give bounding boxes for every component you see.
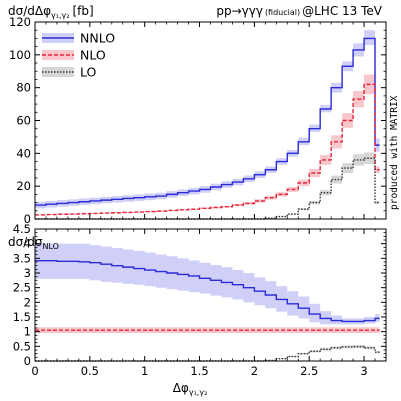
process-label-sub: (fiducial): [265, 8, 300, 17]
process-label: pp→γγγ (fiducial) @LHC 13 TeV: [216, 4, 382, 18]
bottom-xtick-label-3: 1.5: [190, 364, 208, 378]
bottom-xtick-label-4: 2: [251, 364, 258, 378]
top-band-lo-25: [309, 200, 321, 205]
bottom-band-nlo-6: [100, 327, 112, 334]
top-ytick-label-6: 120: [9, 15, 31, 29]
bottom-band-nlo-29: [353, 327, 365, 334]
bottom-band-lo-28: [342, 345, 354, 349]
bottom-ytick-label-7: 3.5: [13, 251, 31, 265]
bottom-panel: 00.511.522.533.544.50 0.5 1 1.5 2 2.5 3: [13, 222, 387, 378]
side-label: produced with MATRIX: [389, 95, 400, 210]
top-ytick-label-5: 100: [9, 48, 31, 62]
bottom-band-nlo-30: [364, 327, 376, 334]
top-line-nlo: [35, 83, 380, 216]
top-ytick-label-1: 20: [16, 179, 31, 193]
top-band-lo-29: [353, 154, 365, 166]
bottom-band-nlo-12: [166, 327, 178, 334]
top-panel: 0 20 40 60 80 100 120: [9, 15, 387, 226]
top-ylabel: dσ/dΔφγ₁,γ₂ [fb]: [8, 4, 94, 20]
bottom-band-nlo-7: [111, 327, 123, 334]
bottom-ytick-label-9: 4.5: [13, 222, 31, 236]
bottom-xtick-label-6: 3: [360, 364, 367, 378]
xlabel-main: Δφ: [173, 381, 189, 395]
bottom-band-nnlo-10: [144, 252, 156, 287]
process-label-tail: @LHC 13 TeV: [302, 4, 383, 18]
top-band-lo-27: [331, 175, 343, 184]
bottom-ylabel: dσ/dσNLO: [8, 235, 59, 251]
xlabel-sub: γ₁,γ₂: [189, 388, 207, 397]
xlabel: Δφγ₁,γ₂: [173, 381, 208, 397]
top-band-lo-26: [320, 190, 332, 196]
bottom-band-lo-31: [375, 351, 380, 354]
top-ytick-label-0: 0: [24, 212, 31, 226]
top-band-nlo-28: [342, 113, 354, 128]
bottom-band-nlo-18: [232, 327, 244, 334]
top-band-nlo-2: [56, 213, 68, 215]
bottom-xtick-label-5: 2.5: [300, 364, 318, 378]
top-ylabel-unit: [fb]: [72, 4, 93, 18]
top-band-nlo-10: [144, 211, 156, 213]
bottom-band-nlo-24: [298, 327, 310, 334]
bottom-band-lo-26: [320, 347, 332, 351]
legend-label-lo: LO: [80, 65, 97, 80]
bottom-band-lo-27: [331, 346, 343, 350]
bottom-band-nlo-0: [35, 327, 46, 334]
bottom-ytick-label-1: 0.5: [13, 339, 31, 353]
top-ylabel-sub: γ₁,γ₂: [51, 11, 69, 20]
bottom-band-nnlo-9: [133, 251, 145, 285]
bottom-band-nnlo-26: [320, 311, 332, 325]
top-line-nnlo: [35, 37, 380, 206]
top-band-lo-24: [298, 208, 310, 211]
top-ytick-label-4: 80: [16, 81, 31, 95]
bottom-ylabel-sub: NLO: [43, 242, 59, 251]
top-band-lo-23: [287, 213, 299, 215]
bottom-ytick-label-8: 4: [24, 237, 31, 251]
legend-label-nlo: NLO: [80, 48, 106, 63]
top-band-nlo-8: [122, 211, 134, 213]
bottom-ylabel-main: dσ/dσ: [8, 235, 43, 249]
bottom-ytick-label-0: 0: [24, 354, 31, 368]
legend: NNLO NLO LO: [42, 31, 115, 80]
top-band-nlo-0: [35, 214, 46, 216]
bottom-ytick-label-3: 1.5: [13, 310, 31, 324]
bottom-band-nlo-1: [45, 327, 57, 334]
bottom-band-nlo-13: [177, 327, 189, 334]
top-ytick-label-3: 60: [16, 114, 31, 128]
top-band-nlo-1: [45, 214, 57, 216]
bottom-band-nnlo-24: [298, 296, 310, 319]
top-band-lo-30: [364, 152, 376, 165]
bottom-ytick-label-4: 2: [24, 295, 31, 309]
top-band-nlo-9: [133, 211, 145, 213]
bottom-xtick-label-0: 0: [31, 364, 38, 378]
bottom-ytick-label-6: 3: [24, 266, 31, 280]
bottom-band-nnlo-25: [309, 303, 321, 323]
bottom-line-nnlo: [35, 259, 380, 323]
bottom-xtick-label-1: 0.5: [81, 364, 99, 378]
bottom-xtick-label-2: 1: [141, 364, 148, 378]
legend-label-nnlo: NNLO: [80, 31, 115, 46]
bottom-band-nlo-17: [221, 327, 233, 334]
process-label-main: pp→γγγ: [216, 4, 263, 18]
top-band-nlo-20: [254, 199, 266, 203]
bottom-ytick-label-5: 2.5: [13, 281, 31, 295]
top-ylabel-main: dσ/dΔφ: [8, 4, 51, 18]
bottom-band-nlo-23: [287, 327, 299, 334]
bottom-band-lo-30: [364, 346, 376, 350]
bottom-ytick-label-2: 1: [24, 325, 31, 339]
top-band-nnlo-30: [364, 30, 376, 45]
bottom-band-lo-29: [353, 345, 365, 349]
top-ytick-label-2: 40: [16, 146, 31, 160]
